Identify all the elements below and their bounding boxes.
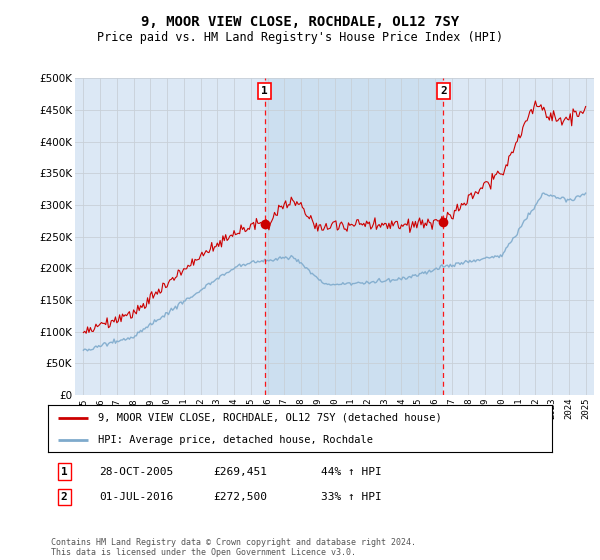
Text: 44% ↑ HPI: 44% ↑ HPI [321, 466, 382, 477]
Text: 1: 1 [262, 86, 268, 96]
Text: HPI: Average price, detached house, Rochdale: HPI: Average price, detached house, Roch… [98, 435, 373, 445]
Text: 33% ↑ HPI: 33% ↑ HPI [321, 492, 382, 502]
Text: £269,451: £269,451 [213, 466, 267, 477]
Text: 2: 2 [61, 492, 68, 502]
Text: 9, MOOR VIEW CLOSE, ROCHDALE, OL12 7SY (detached house): 9, MOOR VIEW CLOSE, ROCHDALE, OL12 7SY (… [98, 413, 442, 423]
Text: Contains HM Land Registry data © Crown copyright and database right 2024.
This d: Contains HM Land Registry data © Crown c… [51, 538, 416, 557]
Text: Price paid vs. HM Land Registry's House Price Index (HPI): Price paid vs. HM Land Registry's House … [97, 31, 503, 44]
Text: 28-OCT-2005: 28-OCT-2005 [99, 466, 173, 477]
Text: 01-JUL-2016: 01-JUL-2016 [99, 492, 173, 502]
Text: 9, MOOR VIEW CLOSE, ROCHDALE, OL12 7SY: 9, MOOR VIEW CLOSE, ROCHDALE, OL12 7SY [141, 15, 459, 29]
Text: 1: 1 [61, 466, 68, 477]
Bar [265, 78, 443, 395]
Text: £272,500: £272,500 [213, 492, 267, 502]
Text: 2: 2 [440, 86, 446, 96]
